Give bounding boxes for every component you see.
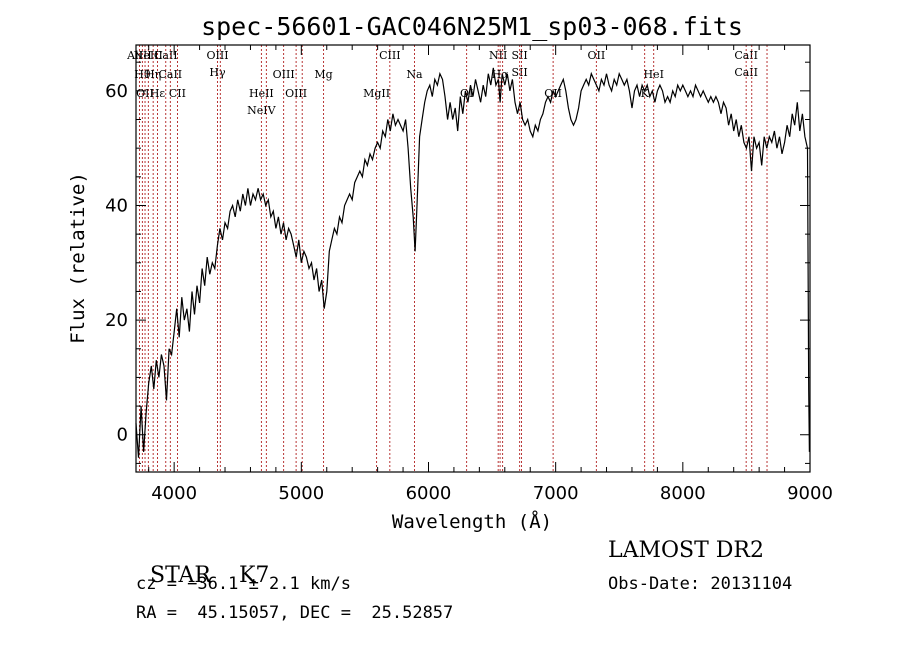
line-marker-label: CaII [734, 66, 758, 79]
line-marker-label: SII [512, 66, 528, 79]
flux-line [135, 67, 810, 458]
spectrum-chart: spec-56601-GAC046N25M1_sp03-068.fits AlI… [67, 12, 833, 533]
obs-date: Obs-Date: 20131104 [608, 574, 793, 594]
line-marker-label: HeII [249, 87, 274, 100]
info-class: STAR K7 [136, 538, 269, 588]
line-marker-label: CaII [734, 49, 758, 62]
y-tick-label: 20 [105, 310, 128, 331]
line-marker-label: CaII [154, 49, 178, 62]
line-marker-label: NeIII [134, 49, 163, 62]
x-tick-label: 5000 [278, 483, 324, 504]
x-axis-label: Wavelength (Å) [392, 510, 552, 533]
line-marker-label: Mg [314, 68, 332, 81]
survey-label: LAMOST DR2 [608, 538, 764, 563]
line-marker-label: Hα [492, 68, 510, 81]
subclass-label: K7 [238, 563, 270, 588]
line-marker-label: K [641, 87, 650, 100]
ra-dec: RA = 45.15057, DEC = 25.52857 [136, 603, 454, 623]
line-marker-label: NII [489, 49, 507, 62]
cz-value: cz = −36.1 ± 2.1 km/s [136, 574, 351, 594]
plot-frame [135, 44, 811, 473]
x-tick-label: 7000 [533, 483, 579, 504]
line-marker-label: OII [136, 87, 154, 100]
y-axis: 0 20 40 60 [105, 61, 810, 464]
line-marker-label: MgII [363, 87, 390, 100]
line-marker-label: OII [587, 49, 605, 62]
line-marker-label: CII [169, 87, 186, 100]
line-marker-label: Hγ [209, 66, 226, 79]
x-tick-label: 6000 [406, 483, 452, 504]
x-tick-label: 8000 [660, 483, 706, 504]
line-marker-label: Hε [150, 87, 166, 100]
x-tick-label: 4000 [151, 483, 197, 504]
x-tick-label: 9000 [787, 483, 833, 504]
y-axis-label: Flux (relative) [67, 172, 89, 344]
line-marker-label: CaII [158, 68, 182, 81]
spectrum-series [135, 67, 810, 458]
line-marker-label: CIII [379, 49, 400, 62]
y-tick-label: 0 [117, 425, 128, 446]
line-marker-label: OIII [285, 87, 307, 100]
line-marker-label: NeIV [247, 104, 276, 117]
chart-title: spec-56601-GAC046N25M1_sp03-068.fits [201, 12, 743, 41]
line-marker-label: Hθ [134, 68, 151, 81]
line-marker-label: HeI [643, 68, 663, 81]
line-marker-label: Na [406, 68, 423, 81]
y-tick-label: 40 [105, 195, 128, 216]
line-marker-label: OIII [206, 49, 228, 62]
class-label: STAR [150, 563, 211, 588]
x-axis: 4000 5000 6000 7000 8000 9000 [148, 45, 833, 504]
line-marker-label: SII [512, 49, 528, 62]
y-tick-label: 60 [105, 81, 128, 102]
plot-border [135, 44, 811, 473]
line-marker-label: OIII [273, 68, 295, 81]
